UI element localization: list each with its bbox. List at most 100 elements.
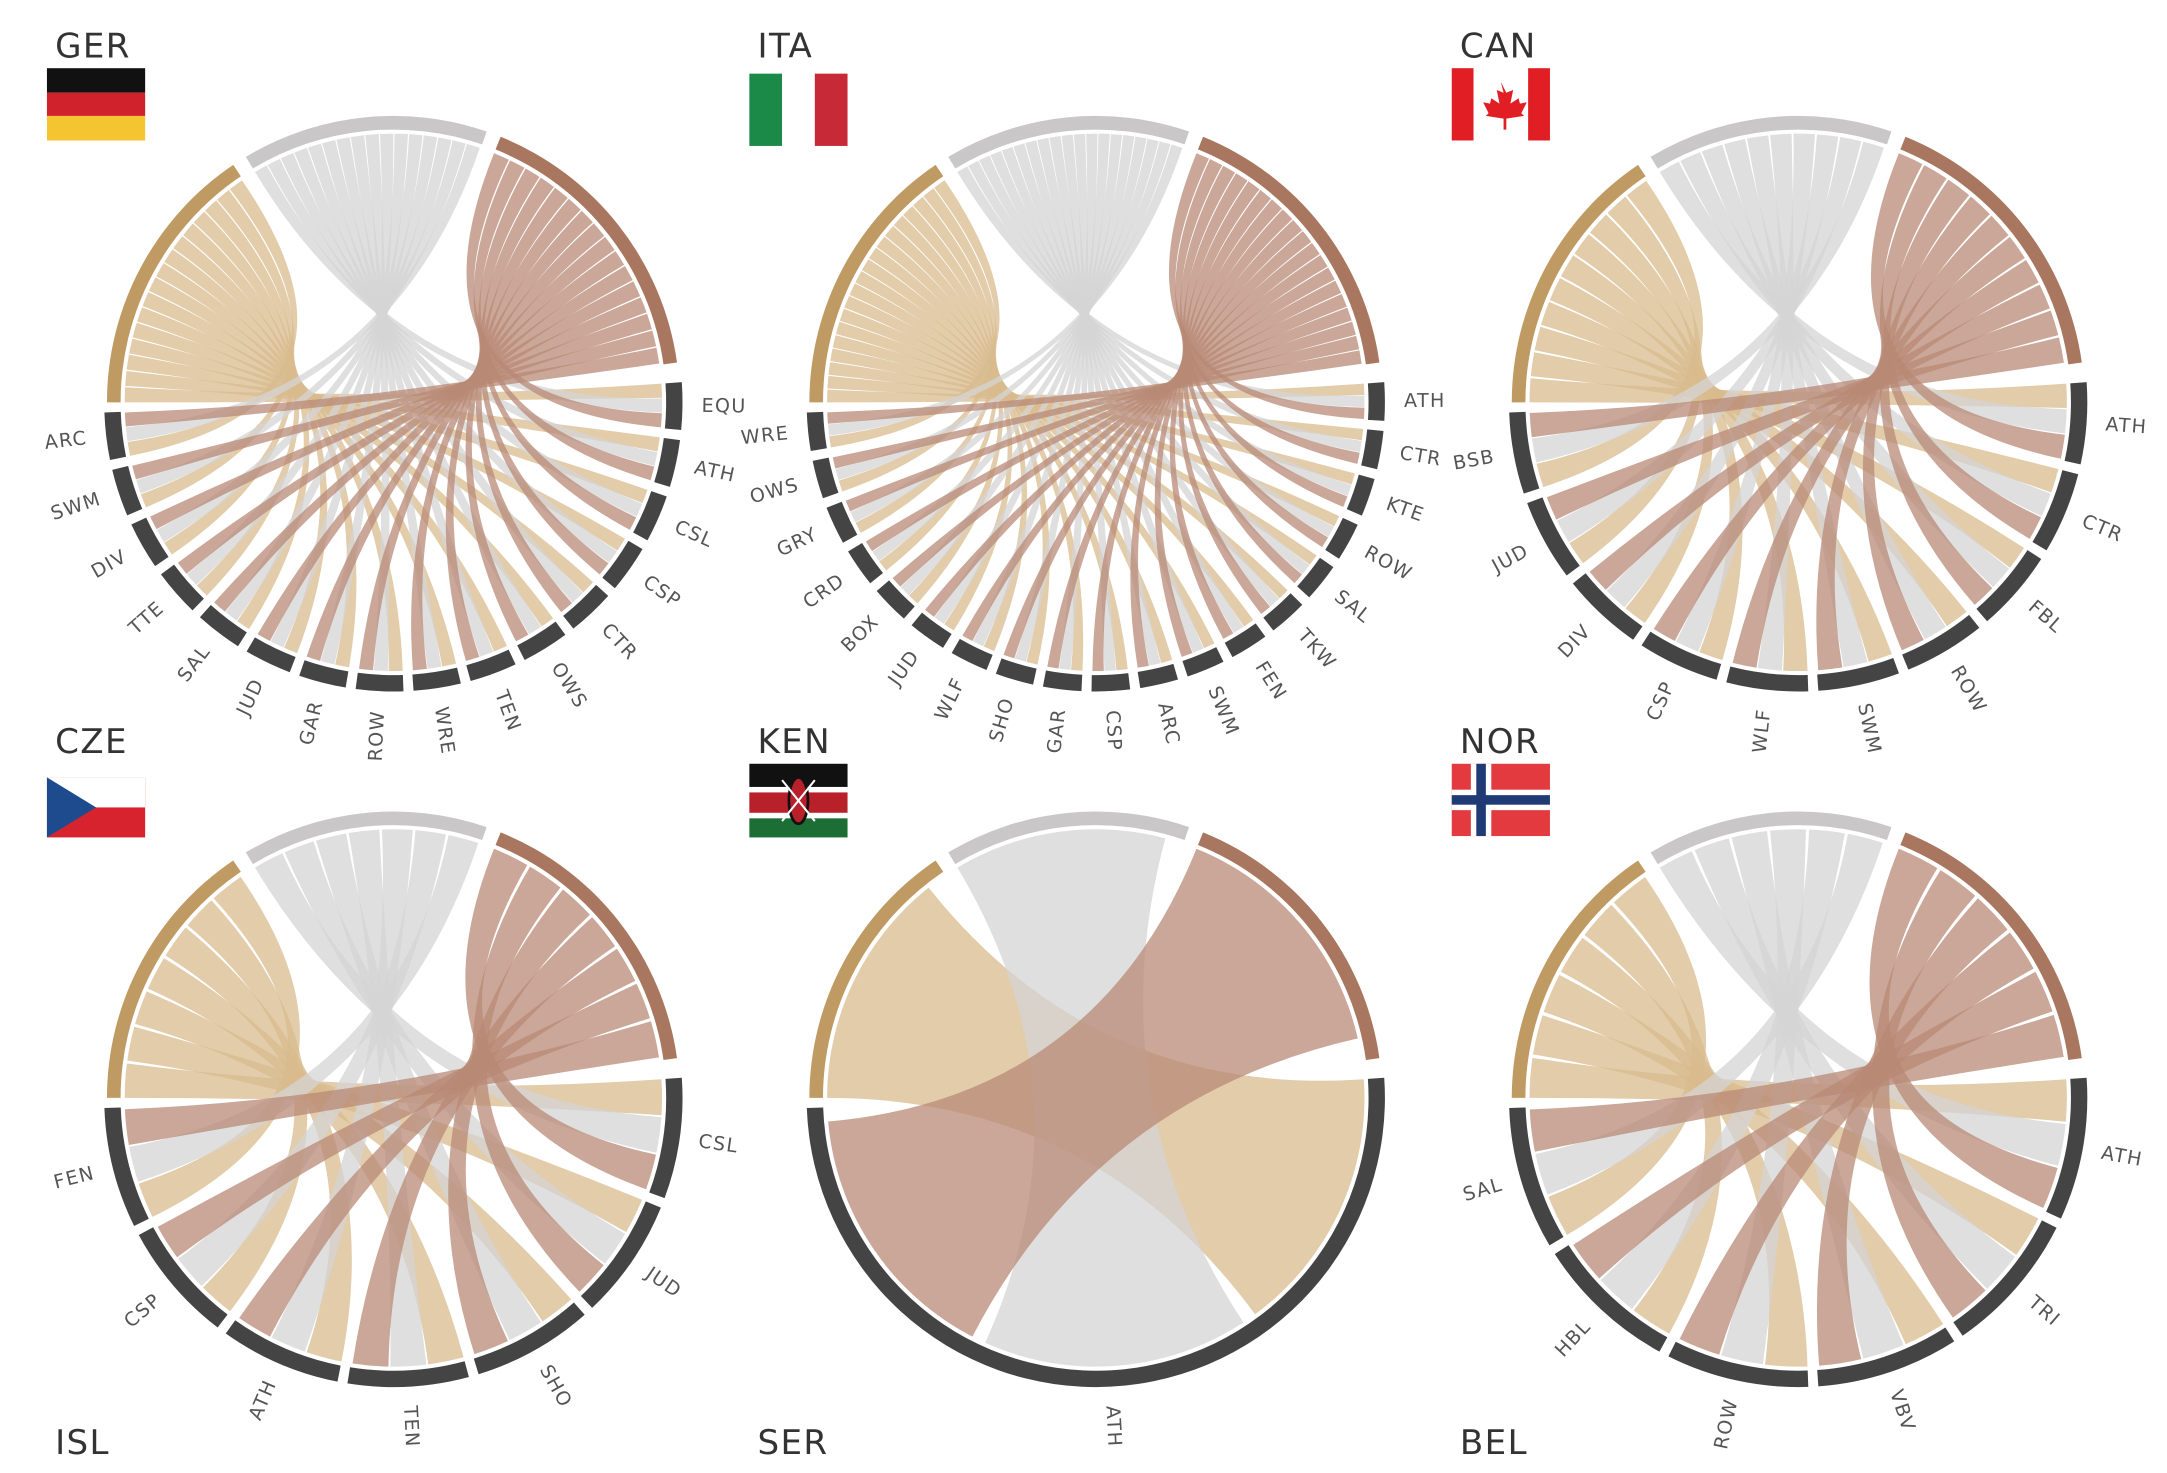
ribbon xyxy=(1529,1014,2064,1152)
country-code: CZE xyxy=(55,722,128,762)
ribbon xyxy=(132,322,594,593)
ribbon xyxy=(1659,851,2066,1166)
ribbon xyxy=(320,133,394,665)
sport-arc xyxy=(246,637,296,673)
sport-label: GAR xyxy=(294,698,327,747)
sport-arc xyxy=(104,1107,149,1226)
ribbon xyxy=(1130,220,1303,668)
ribbon xyxy=(1573,971,2053,1279)
sport-label: TRI xyxy=(2023,1290,2065,1331)
sport-label: ROW xyxy=(1946,661,1992,717)
ribbon xyxy=(1724,138,1946,640)
sport-label: WLF xyxy=(1748,707,1776,754)
ribbon xyxy=(1574,234,1743,661)
ribbon xyxy=(1168,153,1365,420)
sport-label: HBL xyxy=(1550,1315,1596,1362)
ribbon xyxy=(1879,179,1993,605)
sport-arc xyxy=(633,491,667,541)
sport-arc xyxy=(654,437,681,487)
ribbon xyxy=(1092,231,1312,672)
sport-label: CTR xyxy=(2079,509,2127,547)
chord-panel: KEN ATH xyxy=(758,722,1385,1448)
sport-label: BOX xyxy=(836,610,883,657)
sport-label: CTR xyxy=(1398,441,1444,471)
sport-label: OWS xyxy=(547,658,593,713)
ribbon xyxy=(1701,144,2010,588)
sport-arc xyxy=(2046,1077,2088,1219)
sport-label: ATH xyxy=(1101,1405,1126,1448)
sport-label: GRY xyxy=(773,522,821,561)
sport-label: CRD xyxy=(799,568,849,613)
sport-label: GAR xyxy=(1042,707,1070,755)
sport-arc xyxy=(1976,550,2042,622)
sport-arc xyxy=(1509,411,1540,494)
sport-arc xyxy=(1726,666,1809,692)
ribbon xyxy=(352,917,616,1367)
sport-label: CTR xyxy=(597,618,643,665)
sport-arc xyxy=(412,667,461,691)
ribbons xyxy=(124,829,663,1367)
sport-arc xyxy=(876,580,915,619)
sport-label: ATH xyxy=(1404,389,1446,412)
ribbon xyxy=(1530,352,2059,493)
flag-ita xyxy=(749,73,848,146)
ribbon xyxy=(1549,278,1892,662)
medal-arc xyxy=(1511,164,1646,403)
sport-arc xyxy=(517,621,566,660)
ribbon xyxy=(127,1026,642,1233)
ribbon xyxy=(129,834,479,1182)
ribbon xyxy=(239,948,636,1337)
ribbon xyxy=(187,900,308,1312)
ribbon xyxy=(1534,326,2025,568)
ribbon xyxy=(126,354,648,504)
sport-arc xyxy=(2064,382,2088,465)
sport-label: SAL xyxy=(172,640,215,686)
sport-arc xyxy=(104,411,127,460)
sport-arc xyxy=(1367,382,1385,421)
ribbon xyxy=(254,165,663,413)
chord-panel: NOR ATH TRI VBV ROW HBL SAL xyxy=(1460,722,2145,1451)
ribbons xyxy=(1529,133,2067,672)
sport-label: OWS xyxy=(747,473,801,509)
ribbons xyxy=(827,133,1365,672)
ribbon xyxy=(1679,932,2034,1355)
ribbon xyxy=(138,876,300,1217)
medal-arc xyxy=(948,115,1190,169)
ribbon xyxy=(868,247,1050,665)
sport-label: FBL xyxy=(2024,595,2068,638)
chord-panel: CZE CSL JUD SHO TEN ATH CSP FEN xyxy=(51,722,740,1448)
ribbon xyxy=(1059,133,1089,670)
ribbon xyxy=(828,362,1355,485)
ribbon xyxy=(827,144,1183,436)
medal-arc xyxy=(809,164,944,403)
ribbon xyxy=(1025,140,1244,633)
sport-label: SHO xyxy=(984,695,1019,745)
sport-label: ARC xyxy=(43,426,88,454)
flag-ger xyxy=(46,68,146,141)
sport-label: BSB xyxy=(1451,445,1496,475)
sport-label: CSL xyxy=(697,1129,740,1157)
sport-label: SHO xyxy=(535,1361,577,1412)
sport-label: ATH xyxy=(692,456,738,487)
sport-arc xyxy=(1817,1327,1955,1387)
sport-arc xyxy=(1361,429,1384,470)
ribbon xyxy=(1529,337,2064,438)
sport-label: VBV xyxy=(1885,1387,1920,1435)
ribbon xyxy=(177,297,647,574)
sport-label: EQU xyxy=(701,394,746,418)
sport-arc xyxy=(131,517,169,567)
next-country-code: BEL xyxy=(1460,1423,1528,1463)
medal-arc xyxy=(106,164,241,403)
sport-arc xyxy=(1554,1245,1668,1352)
ribbon xyxy=(1533,1015,2039,1255)
sport-arc xyxy=(199,605,247,647)
ribbon xyxy=(832,335,1360,469)
ribbon xyxy=(125,370,660,452)
sport-arc xyxy=(1042,670,1083,692)
ribbon xyxy=(1680,152,2051,517)
sport-arc xyxy=(1572,573,1643,640)
